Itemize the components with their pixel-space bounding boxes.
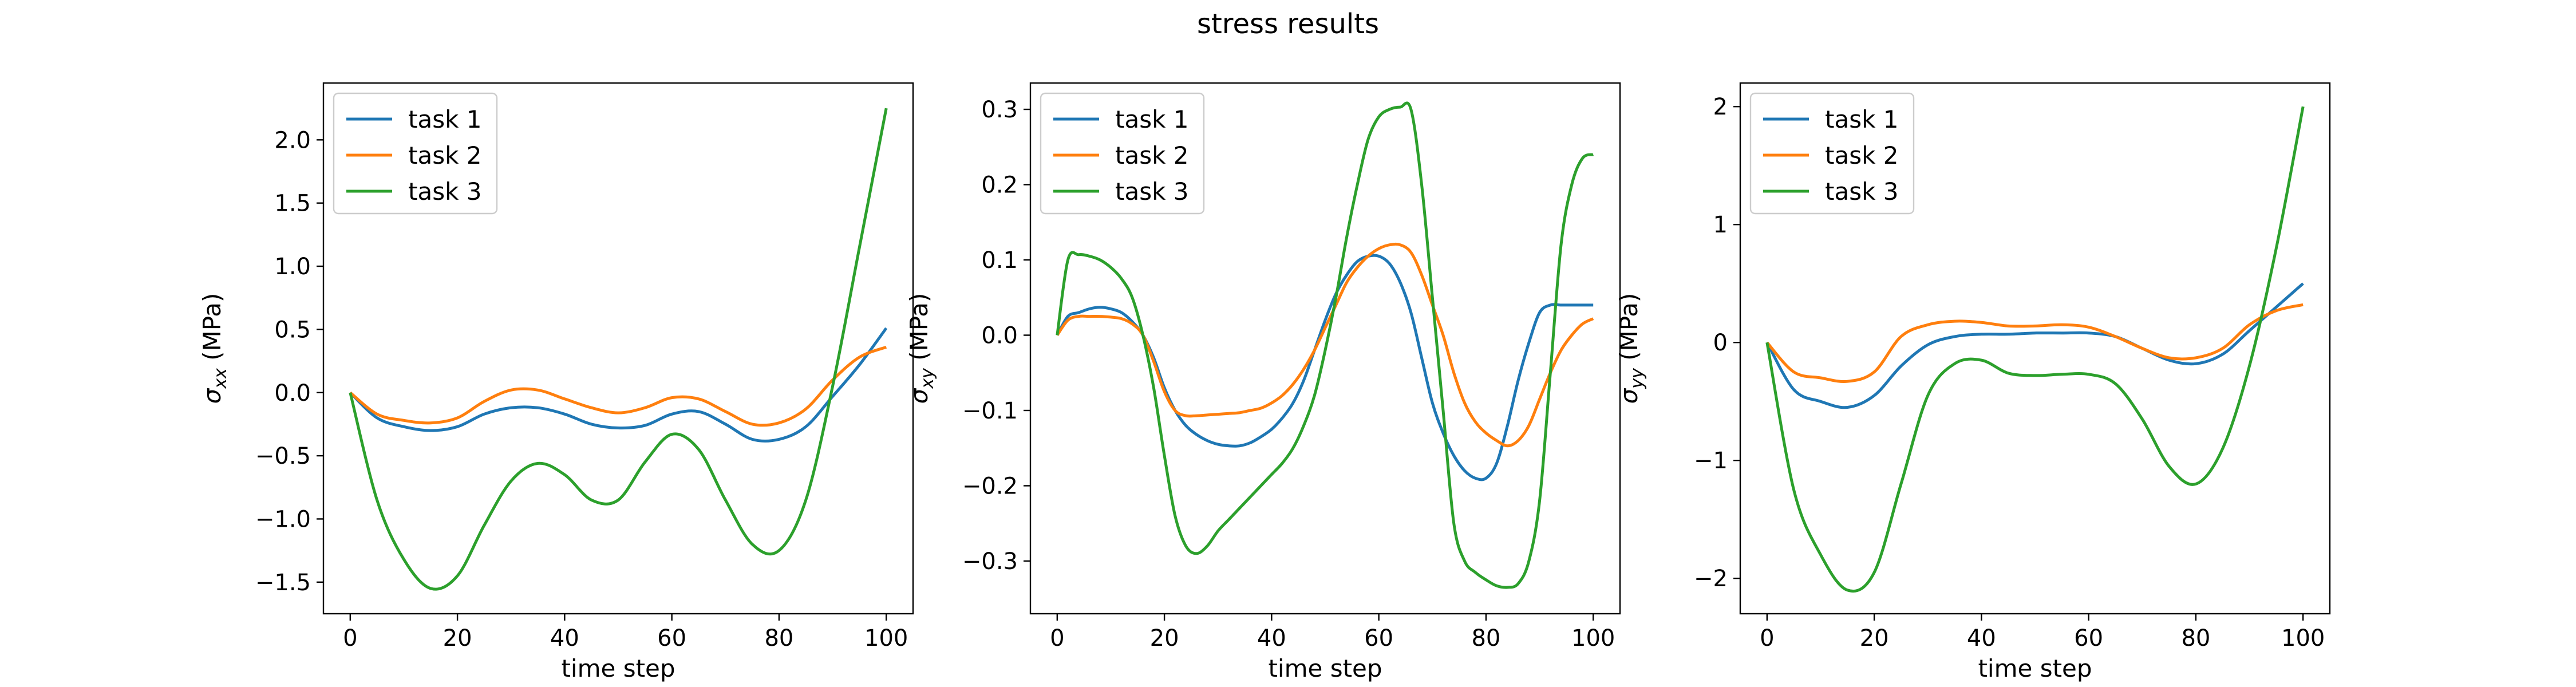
series-line-task-3 [1056,101,1594,589]
x-tick-label: 40 [1257,625,1286,652]
series-line-task-2 [1056,242,1594,448]
x-tick-label: 60 [657,625,686,652]
subplot-1: 0 20 40 60 80 100 −1.5 −1.0 −0.5 0.0 0.5 1.0 1.5 2.0 t… [198,82,914,682]
y-tick-label: 0.5 [274,317,311,343]
y-tick-label: 0.0 [274,380,311,406]
x-tick-label: 0 [343,625,357,652]
series-line-task-1 [1765,282,2304,409]
x-tick-label: 100 [864,625,908,652]
x-axis-label: time step [561,654,675,682]
axes-layer: 0 20 40 60 80 100−1.5−1.0−0.50.00.51.01.52.0t… [198,82,2331,682]
x-tick-label: 20 [1860,625,1889,652]
legend-entry: task 3 [1115,177,1188,206]
series-line-task-2 [349,345,887,427]
y-tick-label: 1.0 [274,254,311,280]
y-tick-label: −0.3 [962,548,1018,575]
y-axis-label: σyy (MPa) [1615,293,1647,404]
series-line-task-3 [1765,106,2305,593]
y-tick-label: −0.5 [255,443,311,469]
y-axis-label: σxy (MPa) [905,293,938,404]
x-tick-label: 60 [2074,625,2103,652]
x-tick-label: 0 [1050,625,1064,652]
axes-frame [322,82,914,615]
figure-title: stress results [1197,8,1379,40]
legend: task 1 task 2 task 3 [1040,92,1205,215]
y-tick-label: 0.0 [981,322,1018,349]
legend-entry: task 1 [1115,105,1188,133]
series-line-task-3 [349,108,888,591]
y-tick-label: 1 [1713,212,1728,238]
x-tick-label: 80 [1471,625,1500,652]
x-tick-label: 100 [1571,625,1615,652]
legend-entry: task 1 [408,105,481,133]
legend-entry: task 3 [1825,177,1898,206]
legend: task 1 task 2 task 3 [1749,92,1915,215]
x-axis-label: time step [1978,654,2092,682]
legend: task 1 task 2 task 3 [333,92,498,215]
x-tick-label: 100 [2281,625,2325,652]
y-tick-label: 1.5 [274,191,311,217]
y-tick-label: 2 [1713,94,1728,120]
x-tick-label: 0 [1760,625,1774,652]
legend-entry: task 3 [408,177,481,206]
legend-entry: task 2 [1115,141,1188,169]
y-tick-label: −0.2 [962,473,1018,499]
legend-box [1040,92,1205,215]
y-axis-label: σxx (MPa) [198,293,231,404]
y-tick-label: −0.1 [962,398,1018,424]
x-tick-label: 20 [1150,625,1179,652]
x-tick-label: 40 [550,625,579,652]
subplot-3: 0 20 40 60 80 100 −2 −1 0 1 2 time step σyy (MPa) tas… [1615,82,2331,682]
series-line-task-1 [349,327,888,443]
x-tick-label: 60 [1364,625,1393,652]
y-tick-label: 0.2 [981,172,1018,199]
x-tick-label: 40 [1967,625,1996,652]
y-tick-label: 0 [1713,330,1728,356]
y-tick-label: 0.3 [981,97,1018,123]
x-tick-label: 80 [764,625,793,652]
y-tick-label: 2.0 [274,127,311,153]
x-tick-label: 80 [2181,625,2210,652]
legend-entry: task 1 [1825,105,1898,133]
y-tick-label: −1 [1694,448,1728,474]
y-tick-label: 0.1 [981,247,1018,274]
subplot-2: 0 20 40 60 80 100 −0.3 −0.2 −0.1 0.0 0.1 0.2 0.3 time… [905,82,1621,682]
legend-entry: task 2 [1825,141,1898,169]
legend-entry: task 2 [408,141,481,169]
x-axis-label: time step [1268,654,1382,682]
axes-frame [1739,82,2331,615]
y-tick-label: −2 [1694,566,1728,592]
legend-box [1749,92,1915,215]
y-tick-label: −1.5 [255,570,311,596]
series-line-task-2 [1765,303,2304,384]
x-tick-label: 20 [443,625,472,652]
legend-box [333,92,498,215]
y-tick-label: −1.0 [255,506,311,532]
axes-frame [1029,82,1621,615]
